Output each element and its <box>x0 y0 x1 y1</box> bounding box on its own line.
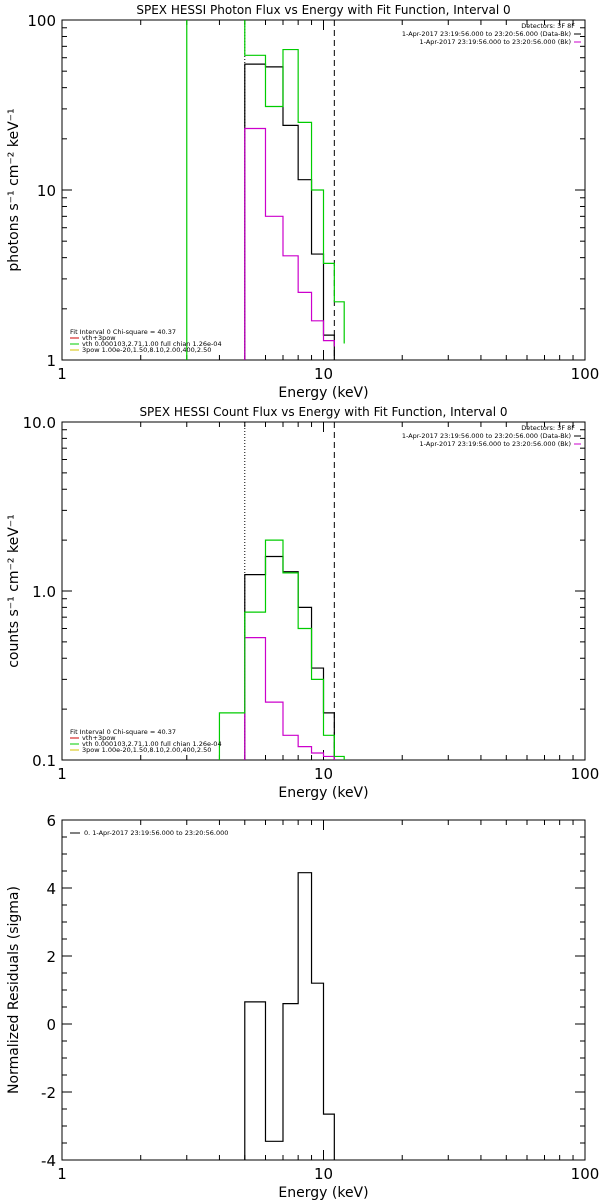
legend-header: Detectors: 3F 8F <box>521 22 575 30</box>
legend-fit-entry: 3pow 1.00e-20,1.50,8.10,2.00,400,2.50 <box>82 746 211 754</box>
chart-panel-1: SPEX HESSI Photon Flux vs Energy with Fi… <box>6 3 600 401</box>
legend-fit-entry: 3pow 1.00e-20,1.50,8.10,2.00,400,2.50 <box>82 346 211 354</box>
x-tick-label: 1 <box>57 765 67 783</box>
x-tick-label: 10 <box>314 765 333 783</box>
series-line-2 <box>244 636 335 760</box>
legend-fit-entry: vth 0.000103,2.71,1.00 full chian 1.26e-… <box>82 740 222 748</box>
legend-fit-header: Fit Interval 0 Chi-square = 40.37 <box>70 328 176 336</box>
x-axis-label: Energy (keV) <box>278 1185 368 1200</box>
series-line-3 <box>186 20 345 360</box>
chart-panel-3: 1 10 100 -4 -2 0 2 4 6 Energy (keV) Normalized Res… <box>6 812 599 1200</box>
x-axis-label: Energy (keV) <box>278 785 368 801</box>
legend-entry: 1-Apr-2017 23:19:56.000 to 23:20:56.000 … <box>420 38 571 46</box>
series-line-1 <box>244 555 335 760</box>
legend-fit: Fit Interval 0 Chi-square = 40.37vth+3po… <box>70 728 222 754</box>
series-line-2 <box>244 127 335 360</box>
x-axis-label: Energy (keV) <box>278 385 368 401</box>
legend-entry: 1-Apr-2017 23:19:56.000 to 23:20:56.000 … <box>402 30 571 38</box>
legend-fit-entry: vth+3pow <box>82 734 116 742</box>
y-tick-label: 0.1 <box>32 752 56 770</box>
chart-title: SPEX HESSI Photon Flux vs Energy with Fi… <box>136 3 510 17</box>
series-group <box>186 20 345 360</box>
legend-fit-entry: vth+3pow <box>82 334 116 342</box>
y-tick-label: 1 <box>46 352 56 370</box>
legend-fit: Fit Interval 0 Chi-square = 40.37vth+3po… <box>70 328 222 354</box>
y-axis-label: photons s⁻¹ cm⁻² keV⁻¹ <box>6 108 22 271</box>
chart-title: SPEX HESSI Count Flux vs Energy with Fit… <box>139 405 507 419</box>
y-tick-label: 4 <box>46 880 56 898</box>
legend-entry: 0. 1-Apr-2017 23:19:56.000 to 23:20:56.0… <box>84 829 228 837</box>
legend-header: Detectors: 3F 8F <box>521 424 575 432</box>
legend-top: Detectors: 3F 8F1-Apr-2017 23:19:56.000 … <box>402 424 581 448</box>
x-tick-label: 10 <box>314 1165 333 1183</box>
x-tick-label: 1 <box>57 1165 67 1183</box>
series-group <box>244 872 335 1160</box>
x-tick-label: 1 <box>57 365 67 383</box>
series-line-3 <box>218 539 345 760</box>
legend-top: Detectors: 3F 8F1-Apr-2017 23:19:56.000 … <box>402 22 581 46</box>
y-tick-label: 10 <box>37 182 56 200</box>
y-tick-label: -2 <box>41 1084 56 1102</box>
series-group <box>218 539 345 760</box>
series-line-1 <box>244 63 335 360</box>
y-tick-label: 10.0 <box>23 414 56 432</box>
x-tick-label: 100 <box>571 365 600 383</box>
chart-panel-2: SPEX HESSI Count Flux vs Energy with Fit… <box>6 405 599 801</box>
legend-entry: 1-Apr-2017 23:19:56.000 to 23:20:56.000 … <box>420 440 571 448</box>
series-line-1 <box>244 872 335 1160</box>
y-tick-label: 1.0 <box>32 583 56 601</box>
y-axis-label: Normalized Residuals (sigma) <box>6 886 22 1094</box>
x-tick-label: 100 <box>571 1165 600 1183</box>
y-tick-label: 0 <box>46 1016 56 1034</box>
legend-entry: 1-Apr-2017 23:19:56.000 to 23:20:56.000 … <box>402 432 571 440</box>
legend-fit-entry: vth 0.000103,2.71,1.00 full chian 1.26e-… <box>82 340 222 348</box>
x-tick-label: 10 <box>314 365 333 383</box>
legend-fit-header: Fit Interval 0 Chi-square = 40.37 <box>70 728 176 736</box>
y-tick-label: 100 <box>27 12 56 30</box>
y-axis-label: counts s⁻¹ cm⁻² keV⁻¹ <box>6 514 22 668</box>
x-tick-label: 100 <box>571 765 600 783</box>
y-tick-label: 6 <box>46 812 56 830</box>
y-tick-label: 2 <box>46 948 56 966</box>
y-tick-label: -4 <box>41 1152 56 1170</box>
legend-top: 0. 1-Apr-2017 23:19:56.000 to 23:20:56.0… <box>70 829 228 837</box>
